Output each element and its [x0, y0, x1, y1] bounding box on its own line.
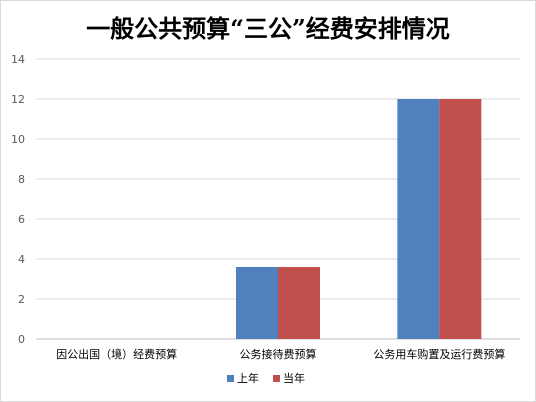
bar-上年-1	[236, 267, 278, 339]
y-tick-label: 4	[18, 253, 25, 266]
y-tick-label: 12	[11, 93, 25, 106]
y-tick-label: 2	[18, 293, 25, 306]
category-label: 公务用车购置及运行费预算	[373, 347, 505, 361]
y-tick-label: 6	[18, 213, 25, 226]
chart-title: 一般公共预算“三公”经费安排情况	[86, 14, 450, 43]
legend-label: 当年	[283, 371, 305, 385]
y-tick-label: 10	[11, 133, 25, 146]
y-tick-label: 0	[18, 333, 25, 346]
bar-上年-2	[397, 99, 440, 339]
bars	[236, 99, 482, 339]
legend-swatch-1	[273, 375, 280, 382]
legend-swatch-0	[227, 375, 234, 382]
bar-当年-1	[278, 267, 320, 339]
y-tick-label: 8	[18, 173, 25, 186]
bar-当年-2	[439, 99, 482, 339]
legend-label: 上年	[237, 371, 259, 385]
category-label: 因公出国（境）经费预算	[56, 347, 177, 361]
y-tick-label: 14	[11, 53, 25, 66]
legend: 上年 当年	[227, 371, 305, 385]
axes: 0 2 4 6 8 10 12 14 因公出国（境）经费预算 公务接待费预算 公务用车购置及运行费预…	[11, 53, 505, 361]
category-label: 公务接待费预算	[240, 347, 317, 361]
